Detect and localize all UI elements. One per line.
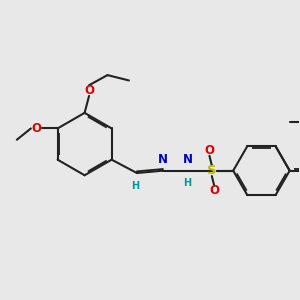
Text: O: O [31,122,41,135]
Text: H: H [183,178,191,188]
Text: O: O [84,84,94,97]
Text: O: O [204,144,214,157]
Text: O: O [209,184,219,197]
Text: N: N [182,153,192,166]
Text: N: N [158,153,168,166]
Text: H: H [131,181,140,190]
Text: S: S [207,164,217,177]
